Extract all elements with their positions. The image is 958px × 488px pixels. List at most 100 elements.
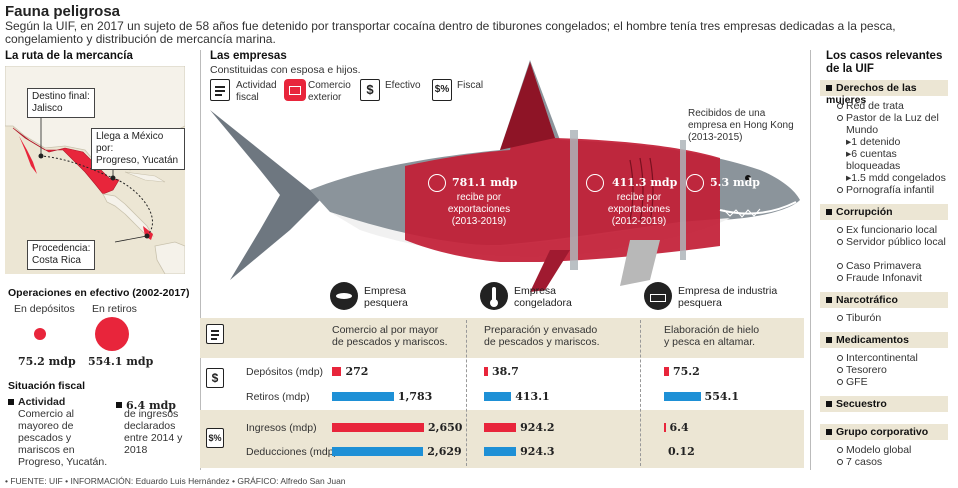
fiscal-band xyxy=(200,410,804,468)
footer-credits: • FUENTE: UIF • INFORMACIÓN: Eduardo Lui… xyxy=(5,476,346,486)
legend-label-2: Efectivo xyxy=(385,80,421,91)
fiscal-icon: $% xyxy=(432,79,452,101)
document-icon xyxy=(206,324,224,344)
divider-right xyxy=(810,50,811,470)
route-heading: La ruta de la mercancía xyxy=(5,50,133,62)
case-group-title: Grupo corporativo xyxy=(836,426,929,438)
route-map: Destino final: Jalisco Llega a México po… xyxy=(4,65,186,275)
bar-value: 38.7 xyxy=(492,365,519,378)
bar-value: 554.1 xyxy=(704,390,739,403)
bar-value: 0.12 xyxy=(668,445,695,458)
case-item-row: Tiburón xyxy=(837,312,948,324)
case-item: Tiburón xyxy=(846,312,882,324)
activity-band xyxy=(200,318,804,358)
fiscal-icon: $% xyxy=(206,428,224,448)
bar-value: 413.1 xyxy=(515,390,550,403)
bullet-icon xyxy=(826,297,832,304)
case-item: 7 casos xyxy=(846,456,883,468)
circle-bullet-icon xyxy=(837,379,843,385)
circle-bullet-icon xyxy=(837,355,843,361)
case-item-row: GFE xyxy=(837,376,948,388)
bullet-icon xyxy=(826,429,832,436)
case-group-band xyxy=(820,396,948,412)
bullet-icon xyxy=(826,337,832,344)
export-value-2: 5.3 mdp xyxy=(710,176,760,189)
case-item: Tesorero xyxy=(846,364,887,376)
case-group-band xyxy=(820,80,948,96)
page-title: Fauna peligrosa xyxy=(5,3,121,20)
case-group-title: Derechos de las mujeres xyxy=(826,82,917,106)
hongkong-label: Recibidos de una empresa en Hong Kong (2… xyxy=(688,108,794,143)
company-name-1: Empresa congeladora xyxy=(514,285,572,309)
companies-subheading: Constituidas con esposa e hijos. xyxy=(210,64,361,76)
thermometer-icon xyxy=(480,282,508,310)
case-item: ▸1.5 mdd congelados xyxy=(846,172,946,184)
bar xyxy=(332,447,424,456)
bullet-icon xyxy=(826,85,832,92)
bar-value: 75.2 xyxy=(672,365,700,378)
companies-heading: Las empresas xyxy=(210,50,287,62)
case-item: Caso Primavera xyxy=(846,260,922,272)
case-item: Red de trata xyxy=(846,100,904,112)
case-group-title: Narcotráfico xyxy=(836,294,898,306)
legend-fiscal-activity xyxy=(210,79,232,101)
case-group-heading: Narcotráfico xyxy=(826,294,898,306)
row-label-0: Depósitos (mdp) xyxy=(246,366,324,378)
bar-value: 272 xyxy=(345,365,369,378)
case-group-heading: Secuestro xyxy=(826,398,887,410)
activity-title-row: Actividad xyxy=(8,396,65,408)
case-item-row: Intercontinental xyxy=(837,352,948,364)
export-text-1: recibe por exportaciones (2012-2019) xyxy=(607,192,671,227)
case-item-row: Ex funcionario local xyxy=(837,224,948,236)
case-item-row: ▸6 cuentas bloqueadas xyxy=(846,148,948,172)
factory-icon xyxy=(644,282,672,310)
case-item-row: Pornografía infantil xyxy=(837,184,948,196)
case-group-title: Medicamentos xyxy=(836,334,909,346)
bar xyxy=(664,392,701,401)
case-item: ▸1 detenido xyxy=(846,136,901,148)
activity-text: Comercio al mayoreo de pescados y marisc… xyxy=(18,408,108,468)
case-group-title: Corrupción xyxy=(836,206,893,218)
container-icon xyxy=(284,79,306,101)
container-icon xyxy=(686,174,704,192)
case-group-band xyxy=(820,424,948,440)
fiscal-heading: Situación fiscal xyxy=(8,380,86,392)
bar-value: 924.2 xyxy=(520,421,555,434)
export-text-0: recibe por exportaciones (2013-2019) xyxy=(447,192,511,227)
circle-bullet-icon xyxy=(837,447,843,453)
case-item: Modelo global xyxy=(846,444,912,456)
circle-bullet-icon xyxy=(837,275,843,281)
case-group-band xyxy=(820,292,948,308)
circle-bullet-icon xyxy=(837,103,843,109)
case-item: Servidor público local xyxy=(846,236,946,248)
origin-label: Procedencia: Costa Rica xyxy=(27,240,96,270)
bar-value: 1,783 xyxy=(397,390,433,403)
bar xyxy=(484,447,517,456)
income-text: de ingresos declarados entre 2014 y 2018 xyxy=(124,408,183,456)
case-item: Fraude Infonavit xyxy=(846,272,922,284)
cash-icon: $ xyxy=(360,79,380,101)
case-item-row: Fraude Infonavit xyxy=(837,272,948,284)
document-icon xyxy=(210,79,230,101)
col-divider xyxy=(640,320,641,466)
cash-icon: $ xyxy=(206,368,224,388)
divider-left xyxy=(200,50,201,470)
case-item-row: Caso Primavera xyxy=(837,260,948,272)
row-label-2: Ingresos (mdp) xyxy=(246,422,317,434)
bar xyxy=(332,367,342,376)
circle-bullet-icon xyxy=(837,315,843,321)
row-label-1: Retiros (mdp) xyxy=(246,391,310,403)
intro-text: Según la UIF, en 2017 un sujeto de 58 añ… xyxy=(5,19,896,46)
arrival-label: Llega a México por: Progreso, Yucatán xyxy=(91,128,185,170)
case-group-heading: Corrupción xyxy=(826,206,893,218)
case-group-title: Secuestro xyxy=(836,398,887,410)
bar xyxy=(484,392,512,401)
case-item-row: 7 casos xyxy=(837,456,948,468)
legend-label-0: Actividad fiscal xyxy=(236,80,277,103)
legend-label-3: Fiscal xyxy=(457,80,484,91)
circle-bullet-icon xyxy=(837,367,843,373)
destination-label: Destino final: Jalisco xyxy=(27,88,95,118)
circle-bullet-icon xyxy=(837,239,843,245)
case-item: Intercontinental xyxy=(846,352,918,364)
circle-bullet-icon xyxy=(837,115,843,121)
